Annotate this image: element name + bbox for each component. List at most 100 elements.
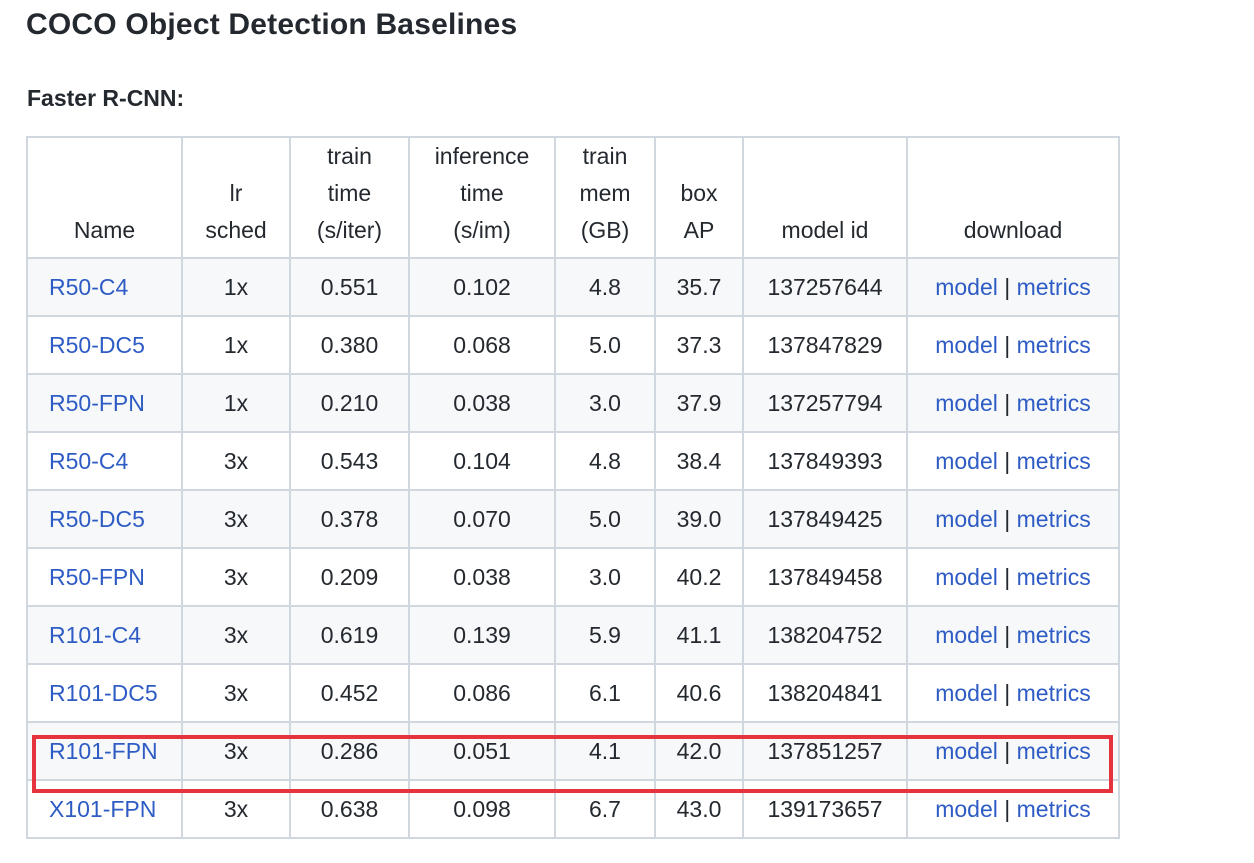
column-header-lr-sched: lr sched xyxy=(181,136,291,259)
cell-train-time: 0.619 xyxy=(289,605,410,665)
cell-train-time: 0.543 xyxy=(289,431,410,491)
cell-name: R50-FPN xyxy=(26,547,183,607)
column-header-line: time xyxy=(327,180,372,206)
cell-train-time: 0.286 xyxy=(289,721,410,781)
cell-model-id: 137851257 xyxy=(742,721,908,781)
cell-inference-time: 0.098 xyxy=(408,779,556,839)
link-separator: | xyxy=(1004,331,1011,358)
config-link[interactable]: R50-C4 xyxy=(49,447,129,474)
cell-train-time: 0.452 xyxy=(289,663,410,723)
cell-train-mem: 5.0 xyxy=(554,489,656,549)
link-separator: | xyxy=(1004,737,1011,764)
column-header-line: lr xyxy=(229,180,243,206)
column-header-line: sched xyxy=(205,217,267,243)
cell-name: R50-DC5 xyxy=(26,315,183,375)
config-link[interactable]: R50-C4 xyxy=(49,273,129,300)
table-row: R50-FPN 1x 0.210 0.038 3.0 37.9 137257794 model… xyxy=(26,373,1120,433)
link-separator: | xyxy=(1004,621,1011,648)
cell-download: model | metrics xyxy=(906,547,1120,607)
table-row: R101-DC5 3x 0.452 0.086 6.1 40.6 138204841 mode… xyxy=(26,663,1120,723)
metrics-link[interactable]: metrics xyxy=(1016,737,1091,764)
cell-inference-time: 0.104 xyxy=(408,431,556,491)
metrics-link[interactable]: metrics xyxy=(1016,621,1091,648)
config-link[interactable]: R50-DC5 xyxy=(49,331,145,358)
config-link[interactable]: X101-FPN xyxy=(49,795,157,822)
cell-lr-sched: 3x xyxy=(181,721,291,781)
link-separator: | xyxy=(1004,505,1011,532)
cell-lr-sched: 3x xyxy=(181,489,291,549)
cell-train-time: 0.380 xyxy=(289,315,410,375)
config-link[interactable]: R50-FPN xyxy=(49,389,145,416)
cell-download: model | metrics xyxy=(906,721,1120,781)
cell-train-mem: 6.7 xyxy=(554,779,656,839)
table-body: R50-C4 1x 0.551 0.102 4.8 35.7 137257644 model … xyxy=(26,257,1120,839)
config-link[interactable]: R101-FPN xyxy=(49,737,158,764)
model-download-link[interactable]: model xyxy=(935,737,998,764)
cell-inference-time: 0.070 xyxy=(408,489,556,549)
metrics-link[interactable]: metrics xyxy=(1016,505,1091,532)
cell-train-time: 0.551 xyxy=(289,257,410,317)
cell-lr-sched: 3x xyxy=(181,431,291,491)
model-download-link[interactable]: model xyxy=(935,795,998,822)
baselines-table: Name lr sched train time (s/iter) inference tim… xyxy=(26,136,1120,839)
model-download-link[interactable]: model xyxy=(935,447,998,474)
metrics-link[interactable]: metrics xyxy=(1016,795,1091,822)
model-download-link[interactable]: model xyxy=(935,273,998,300)
model-download-link[interactable]: model xyxy=(935,621,998,648)
config-link[interactable]: R101-DC5 xyxy=(49,679,158,706)
column-header-line: AP xyxy=(683,217,715,243)
metrics-link[interactable]: metrics xyxy=(1016,273,1091,300)
cell-model-id: 137257644 xyxy=(742,257,908,317)
model-download-link[interactable]: model xyxy=(935,505,998,532)
cell-lr-sched: 1x xyxy=(181,315,291,375)
cell-inference-time: 0.051 xyxy=(408,721,556,781)
cell-inference-time: 0.102 xyxy=(408,257,556,317)
cell-download: model | metrics xyxy=(906,605,1120,665)
column-header-name: Name xyxy=(26,136,183,259)
cell-inference-time: 0.068 xyxy=(408,315,556,375)
cell-lr-sched: 3x xyxy=(181,663,291,723)
link-separator: | xyxy=(1004,563,1011,590)
cell-inference-time: 0.038 xyxy=(408,373,556,433)
cell-inference-time: 0.139 xyxy=(408,605,556,665)
cell-model-id: 137849458 xyxy=(742,547,908,607)
cell-train-mem: 5.9 xyxy=(554,605,656,665)
model-download-link[interactable]: model xyxy=(935,389,998,416)
column-header-line: time xyxy=(460,180,504,206)
model-download-link[interactable]: model xyxy=(935,331,998,358)
column-header-download: download xyxy=(906,136,1120,259)
metrics-link[interactable]: metrics xyxy=(1016,389,1091,416)
config-link[interactable]: R101-C4 xyxy=(49,621,142,648)
cell-box-ap: 35.7 xyxy=(654,257,744,317)
cell-model-id: 137257794 xyxy=(742,373,908,433)
metrics-link[interactable]: metrics xyxy=(1016,563,1091,590)
column-header-box-ap: box AP xyxy=(654,136,744,259)
cell-train-mem: 3.0 xyxy=(554,547,656,607)
config-link[interactable]: R50-FPN xyxy=(49,563,145,590)
cell-box-ap: 41.1 xyxy=(654,605,744,665)
page-title: COCO Object Detection Baselines xyxy=(26,8,518,41)
table-row: R50-DC5 3x 0.378 0.070 5.0 39.0 137849425 model… xyxy=(26,489,1120,549)
model-download-link[interactable]: model xyxy=(935,679,998,706)
metrics-link[interactable]: metrics xyxy=(1016,679,1091,706)
cell-train-mem: 4.8 xyxy=(554,257,656,317)
metrics-link[interactable]: metrics xyxy=(1016,447,1091,474)
cell-model-id: 138204752 xyxy=(742,605,908,665)
column-header-line: model id xyxy=(781,217,869,243)
column-header-line: Name xyxy=(73,217,136,243)
cell-download: model | metrics xyxy=(906,431,1120,491)
table-row: R101-C4 3x 0.619 0.139 5.9 41.1 138204752 model… xyxy=(26,605,1120,665)
cell-train-time: 0.638 xyxy=(289,779,410,839)
link-separator: | xyxy=(1004,389,1011,416)
config-link[interactable]: R50-DC5 xyxy=(49,505,145,532)
model-download-link[interactable]: model xyxy=(935,563,998,590)
column-header-line: train xyxy=(582,143,628,169)
cell-inference-time: 0.086 xyxy=(408,663,556,723)
cell-model-id: 137849425 xyxy=(742,489,908,549)
metrics-link[interactable]: metrics xyxy=(1016,331,1091,358)
link-separator: | xyxy=(1004,273,1011,300)
cell-train-mem: 4.8 xyxy=(554,431,656,491)
link-separator: | xyxy=(1004,795,1011,822)
cell-train-mem: 6.1 xyxy=(554,663,656,723)
cell-train-mem: 5.0 xyxy=(554,315,656,375)
